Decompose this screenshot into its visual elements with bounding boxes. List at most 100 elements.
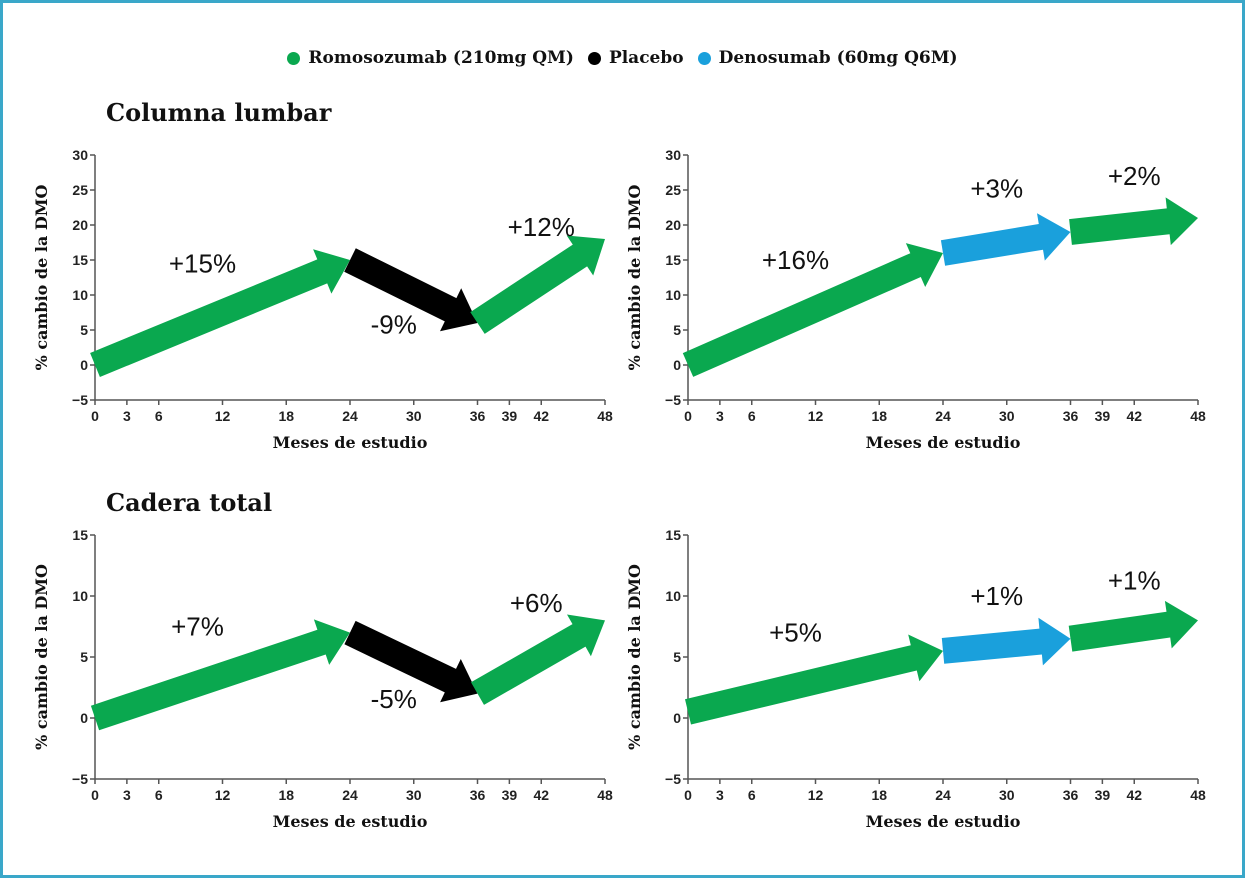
x-tick-label: 36 xyxy=(1063,787,1079,803)
change-label: +3% xyxy=(970,174,1023,204)
y-tick-label: 15 xyxy=(72,252,88,268)
change-label: +7% xyxy=(171,611,224,641)
y-tick-label: 20 xyxy=(665,217,681,233)
x-tick-label: 39 xyxy=(502,408,518,424)
legend-label: Placebo xyxy=(608,48,684,68)
section-title-lumbar: Columna lumbar xyxy=(106,98,332,127)
x-axis-label: Meses de estudio xyxy=(273,812,428,831)
x-tick-label: 48 xyxy=(597,408,613,424)
x-tick-label: 24 xyxy=(342,408,358,424)
x-tick-label: 48 xyxy=(1190,787,1206,803)
change-label: +12% xyxy=(508,212,575,242)
x-tick-label: 12 xyxy=(215,787,231,803)
change-label: +15% xyxy=(169,249,236,279)
x-tick-label: 39 xyxy=(1095,408,1111,424)
x-tick-label: 6 xyxy=(748,787,756,803)
x-tick-label: 30 xyxy=(406,408,422,424)
x-tick-label: 36 xyxy=(470,787,486,803)
legend-item-romosozumab: Romosozumab (210mg QM) xyxy=(287,48,574,68)
x-tick-label: 42 xyxy=(1126,787,1142,803)
x-tick-label: 18 xyxy=(871,787,887,803)
change-label: -5% xyxy=(371,684,417,714)
y-axis-label: % cambio de la DMO xyxy=(32,185,51,371)
x-tick-label: 3 xyxy=(716,787,724,803)
y-tick-label: 25 xyxy=(665,182,681,198)
arrow-romosozumab xyxy=(685,634,943,725)
x-tick-label: 18 xyxy=(278,787,294,803)
y-tick-label: 25 xyxy=(72,182,88,198)
y-tick-label: 5 xyxy=(80,649,88,665)
x-tick-label: 3 xyxy=(716,408,724,424)
x-tick-label: 30 xyxy=(999,408,1015,424)
x-tick-label: 6 xyxy=(155,408,163,424)
legend-label: Denosumab (60mg Q6M) xyxy=(718,48,958,68)
x-tick-label: 36 xyxy=(470,408,486,424)
arrow-placebo xyxy=(344,248,478,332)
y-tick-label: −5 xyxy=(665,392,681,408)
arrow-placebo xyxy=(344,620,478,703)
y-tick-label: 0 xyxy=(80,357,88,373)
x-tick-label: 0 xyxy=(91,408,99,424)
x-tick-label: 18 xyxy=(871,408,887,424)
x-tick-label: 42 xyxy=(533,787,549,803)
y-tick-label: 30 xyxy=(72,147,88,163)
y-axis-label: % cambio de la DMO xyxy=(625,564,644,750)
x-tick-label: 30 xyxy=(999,787,1015,803)
y-tick-label: −5 xyxy=(665,771,681,787)
x-tick-label: 12 xyxy=(215,408,231,424)
y-tick-label: 15 xyxy=(72,527,88,543)
change-label: +6% xyxy=(510,588,563,618)
y-tick-label: 10 xyxy=(72,287,88,303)
section-title-hip: Cadera total xyxy=(106,488,273,517)
y-tick-label: −5 xyxy=(72,771,88,787)
change-label: +2% xyxy=(1108,161,1161,191)
x-tick-label: 39 xyxy=(502,787,518,803)
arrow-denosumab xyxy=(940,213,1071,266)
y-tick-label: 5 xyxy=(80,322,88,338)
x-tick-label: 24 xyxy=(342,787,358,803)
y-tick-label: 5 xyxy=(673,649,681,665)
arrow-romosozumab xyxy=(1068,600,1198,652)
arrow-romosozumab xyxy=(90,619,351,731)
y-tick-label: 0 xyxy=(673,357,681,373)
x-tick-label: 30 xyxy=(406,787,422,803)
x-axis-label: Meses de estudio xyxy=(866,433,1021,452)
x-tick-label: 3 xyxy=(123,787,131,803)
change-label: +5% xyxy=(769,617,822,647)
change-label: -9% xyxy=(371,310,417,340)
x-tick-label: 6 xyxy=(748,408,756,424)
y-tick-label: 15 xyxy=(665,252,681,268)
legend-dot-romosozumab xyxy=(287,51,301,65)
arrow-romosozumab xyxy=(1069,197,1198,246)
y-axis-label: % cambio de la DMO xyxy=(32,564,51,750)
change-label: +16% xyxy=(762,245,829,275)
arrow-denosumab xyxy=(941,617,1071,666)
y-tick-label: 0 xyxy=(80,710,88,726)
y-tick-label: 10 xyxy=(72,588,88,604)
y-tick-label: 10 xyxy=(665,588,681,604)
y-tick-label: −5 xyxy=(72,392,88,408)
change-label: +1% xyxy=(1108,566,1161,596)
legend-dot-denosumab xyxy=(697,51,711,65)
y-tick-label: 10 xyxy=(665,287,681,303)
x-tick-label: 24 xyxy=(935,787,951,803)
x-tick-label: 3 xyxy=(123,408,131,424)
x-tick-label: 6 xyxy=(155,787,163,803)
x-tick-label: 48 xyxy=(597,787,613,803)
y-tick-label: 30 xyxy=(665,147,681,163)
legend-label: Romosozumab (210mg QM) xyxy=(308,48,574,68)
x-tick-label: 0 xyxy=(684,787,692,803)
x-axis-label: Meses de estudio xyxy=(866,812,1021,831)
legend-item-placebo: Placebo xyxy=(587,48,684,68)
x-tick-label: 42 xyxy=(1126,408,1142,424)
x-tick-label: 39 xyxy=(1095,787,1111,803)
change-label: +1% xyxy=(970,581,1023,611)
y-tick-label: 20 xyxy=(72,217,88,233)
x-tick-label: 18 xyxy=(278,408,294,424)
x-tick-label: 24 xyxy=(935,408,951,424)
